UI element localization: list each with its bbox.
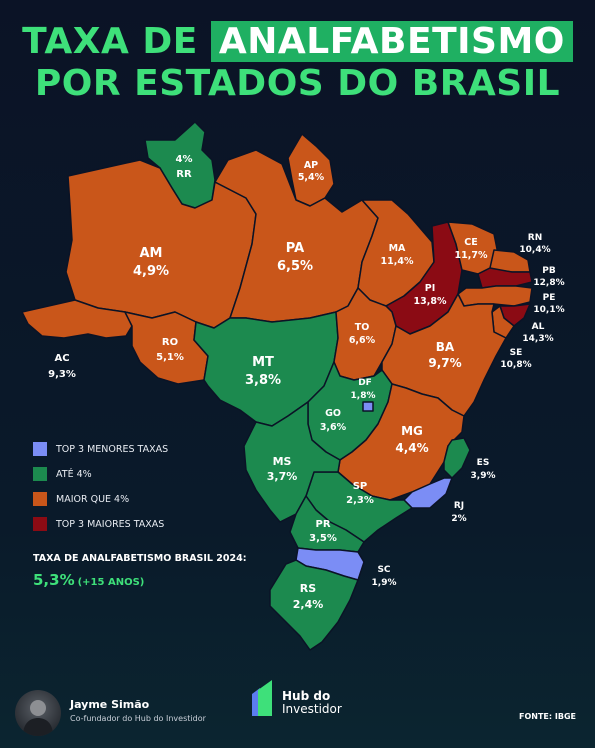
state-pe: [457, 285, 533, 307]
brand-name: Hub do Investidor: [282, 690, 342, 716]
brand-line-1: Hub do: [282, 689, 331, 703]
label-df-sigla: DF: [358, 378, 372, 388]
source-note: FONTE: IBGE: [519, 712, 576, 721]
label-ap-sigla: AP: [304, 160, 318, 171]
label-ac-rate: 9,3%: [48, 369, 76, 380]
label-ms-rate: 3,7%: [267, 470, 298, 483]
label-se-sigla: SE: [510, 348, 523, 358]
label-sc-rate: 1,9%: [372, 578, 397, 588]
label-ms-sigla: MS: [273, 455, 292, 468]
label-pr-rate: 3,5%: [309, 533, 337, 544]
label-rj-rate: 2%: [451, 514, 466, 524]
label-ma-sigla: MA: [389, 243, 406, 254]
national-rate-value: 5,3%: [33, 571, 75, 589]
brand-line-2: Investidor: [282, 702, 342, 716]
label-mt-rate: 3,8%: [245, 373, 281, 388]
state-pr: [289, 495, 365, 553]
label-pr-sigla: PR: [315, 519, 330, 530]
label-to-sigla: TO: [355, 322, 370, 333]
legend: TOP 3 MENORES TAXAS ATÉ 4% MAIOR QUE 4% …: [33, 441, 168, 541]
label-sp-sigla: SP: [353, 481, 368, 492]
label-to-rate: 6,6%: [349, 335, 376, 346]
brand-logo: Hub do Investidor: [248, 680, 342, 716]
state-df: [362, 401, 374, 412]
label-go-rate: 3,6%: [320, 422, 347, 433]
label-mg-rate: 4,4%: [395, 441, 428, 455]
legend-swatch: [33, 517, 47, 531]
avatar: [15, 690, 61, 736]
label-pb-rate: 12,8%: [533, 278, 564, 288]
national-rate-title: TAXA DE ANALFABETISMO BRASIL 2024:: [33, 553, 247, 564]
legend-swatch: [33, 467, 47, 481]
label-ba-sigla: BA: [436, 340, 455, 354]
legend-item-up-to-4: ATÉ 4%: [33, 466, 168, 482]
label-rs-rate: 2,4%: [293, 598, 324, 611]
label-rn-rate: 10,4%: [519, 245, 550, 255]
label-am-sigla: AM: [140, 246, 163, 261]
state-ap: [287, 133, 335, 207]
label-mt-sigla: MT: [252, 355, 274, 370]
title-highlight: ANALFABETISMO: [210, 21, 573, 62]
label-sp-rate: 2,3%: [346, 495, 374, 506]
state-ms: [243, 401, 341, 523]
legend-item-lowest: TOP 3 MENORES TAXAS: [33, 441, 168, 457]
label-es-rate: 3,9%: [471, 471, 496, 481]
page-title-line-2: POR ESTADOS DO BRASIL: [34, 63, 561, 104]
label-al-sigla: AL: [532, 322, 545, 332]
brazil-map: 4% RR AP 5,4% AM 4,9% PA 6,5% AC 9,3% RO…: [21, 121, 565, 651]
label-go-sigla: GO: [325, 408, 341, 419]
label-ro-rate: 5,1%: [156, 352, 184, 363]
label-mg-sigla: MG: [401, 424, 423, 438]
legend-label: TOP 3 MENORES TAXAS: [56, 443, 169, 455]
label-ap-rate: 5,4%: [298, 172, 325, 183]
label-pa-rate: 6,5%: [277, 259, 313, 274]
state-ac: [21, 299, 133, 339]
label-se-rate: 10,8%: [500, 360, 531, 370]
label-ac-sigla: AC: [54, 353, 69, 364]
label-pi-rate: 13,8%: [414, 296, 447, 307]
label-ma-rate: 11,4%: [381, 256, 414, 267]
label-es-sigla: ES: [477, 458, 490, 468]
legend-label: ATÉ 4%: [56, 468, 92, 480]
label-pi-sigla: PI: [425, 283, 436, 294]
label-rn-sigla: RN: [528, 233, 542, 243]
legend-swatch: [33, 492, 47, 506]
label-pb-sigla: PB: [542, 266, 556, 276]
label-al-rate: 14,3%: [522, 334, 553, 344]
legend-item-above-4: MAIOR QUE 4%: [33, 491, 168, 507]
author-name: Jayme Simão: [70, 698, 150, 711]
label-pe-rate: 10,1%: [533, 305, 564, 315]
label-pa-sigla: PA: [286, 241, 304, 256]
label-pe-sigla: PE: [543, 293, 556, 303]
label-rr-rate: 4%: [176, 154, 193, 165]
label-sc-sigla: SC: [377, 565, 390, 575]
label-df-rate: 1,8%: [351, 391, 376, 401]
label-ba-rate: 9,7%: [428, 356, 461, 370]
page-title-line-1: TAXA DE ANALFABETISMO: [0, 20, 595, 64]
author-role: Co-fundador do Hub do Investidor: [70, 714, 206, 723]
label-am-rate: 4,9%: [133, 264, 169, 279]
legend-swatch: [33, 442, 47, 456]
label-rr-sigla: RR: [176, 169, 192, 180]
national-rate: 5,3% (+15 ANOS): [33, 570, 144, 589]
state-rs: [269, 559, 359, 651]
national-rate-note: (+15 ANOS): [77, 577, 145, 588]
legend-item-highest: TOP 3 MAIORES TAXAS: [33, 516, 168, 532]
label-ce-rate: 11,7%: [455, 250, 488, 261]
title-prefix: TAXA DE: [22, 21, 198, 62]
person-icon: [23, 700, 53, 736]
legend-label: MAIOR QUE 4%: [56, 493, 130, 505]
legend-label: TOP 3 MAIORES TAXAS: [56, 518, 165, 530]
hub-logo-icon: [252, 680, 272, 716]
label-rj-sigla: RJ: [454, 501, 464, 511]
label-rs-sigla: RS: [300, 582, 316, 595]
label-ro-sigla: RO: [162, 337, 178, 348]
label-ce-sigla: CE: [464, 237, 477, 248]
